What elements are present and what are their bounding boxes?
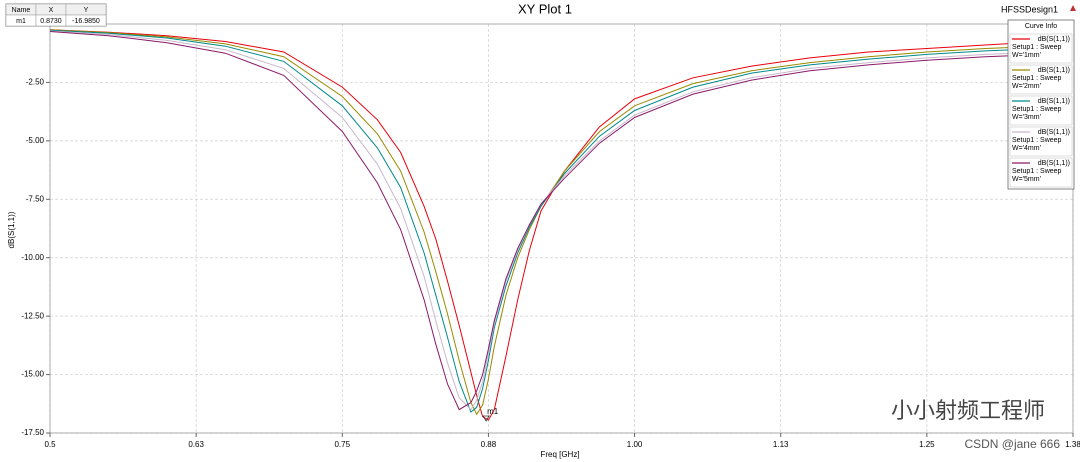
y-tick-label: -5.00	[26, 136, 45, 145]
x-axis-label: Freq [GHz]	[540, 450, 579, 459]
x-tick-label: 1.38	[1065, 440, 1080, 449]
legend-setup: Setup1 : Sweep	[1012, 44, 1062, 51]
header-text: Y	[84, 7, 89, 14]
marker-point	[482, 415, 490, 422]
cell-text: 0.8730	[40, 18, 62, 25]
design-name: HFSSDesign1	[1001, 4, 1058, 14]
chart-title: XY Plot 1	[518, 1, 572, 16]
legend-entry-box	[1009, 95, 1073, 126]
watermark: 小小射频工程师	[891, 398, 1045, 423]
header-text: Name	[12, 7, 31, 14]
header-text: X	[49, 7, 54, 14]
legend-param: W='5mm'	[1012, 176, 1041, 183]
legend-entry-box	[1009, 64, 1073, 95]
y-tick-label: -17.50	[21, 428, 44, 437]
x-tick-label: 0.88	[481, 440, 497, 449]
legend-name: dB(S(1,1))	[1038, 160, 1070, 167]
cell-text: m1	[16, 18, 26, 25]
x-tick-label: 1.00	[627, 440, 643, 449]
cell-text: -16.9850	[72, 18, 100, 25]
legend-name: dB(S(1,1))	[1038, 129, 1070, 136]
series-line	[49, 29, 1044, 416]
x-tick-label: 0.5	[44, 440, 56, 449]
legend-entry-box	[1009, 157, 1073, 188]
legend-param: W='3mm'	[1012, 114, 1041, 121]
x-tick-label: 1.13	[773, 440, 789, 449]
legend-entry-box	[1009, 126, 1073, 157]
legend-setup: Setup1 : Sweep	[1012, 106, 1062, 113]
legend-entry-box	[1009, 33, 1073, 64]
plot-frame	[49, 23, 1074, 434]
y-tick-label: -7.50	[26, 194, 45, 203]
legend-param: W='1mm'	[1012, 52, 1041, 59]
series-line	[49, 31, 1044, 411]
ticks: 0.5 0.63 0.75 0.88 1.00 1.13 1.25 1.38 -17.50 -15…	[21, 78, 1080, 450]
legend-param: W='2mm'	[1012, 83, 1041, 90]
series-line	[49, 30, 1044, 411]
x-tick-label: 1.25	[919, 440, 935, 449]
legend-setup: Setup1 : Sweep	[1012, 137, 1062, 144]
y-axis-label: dB(S(1,1))	[7, 211, 16, 248]
x-tick-label: 0.75	[334, 440, 350, 449]
y-tick-label: -15.00	[21, 370, 44, 379]
legend-title: Curve Info	[1025, 23, 1057, 30]
legend-name: dB(S(1,1))	[1038, 67, 1070, 74]
y-tick-label: -2.50	[26, 78, 45, 87]
marker-table: Name X Ym1 0.8730 -16.9850	[5, 3, 107, 27]
y-tick-label: -12.50	[21, 311, 44, 320]
cell	[65, 14, 107, 27]
legend-name: dB(S(1,1))	[1038, 98, 1070, 105]
lines: m1	[49, 29, 1044, 422]
warning-icon	[1070, 5, 1076, 11]
series-line	[49, 29, 1044, 421]
legend-setup: Setup1 : Sweep	[1012, 75, 1062, 82]
legend-name: dB(S(1,1))	[1038, 36, 1070, 43]
y-tick-label: -10.00	[21, 253, 44, 262]
x-tick-label: 0.63	[188, 440, 204, 449]
watermark-credit: CSDN @jane 666	[964, 437, 1060, 451]
marker-label: m1	[487, 407, 499, 416]
legend-box	[1007, 19, 1075, 190]
legend-setup: Setup1 : Sweep	[1012, 168, 1062, 175]
series-line	[49, 29, 1044, 413]
legend-param: W='4mm'	[1012, 145, 1041, 152]
